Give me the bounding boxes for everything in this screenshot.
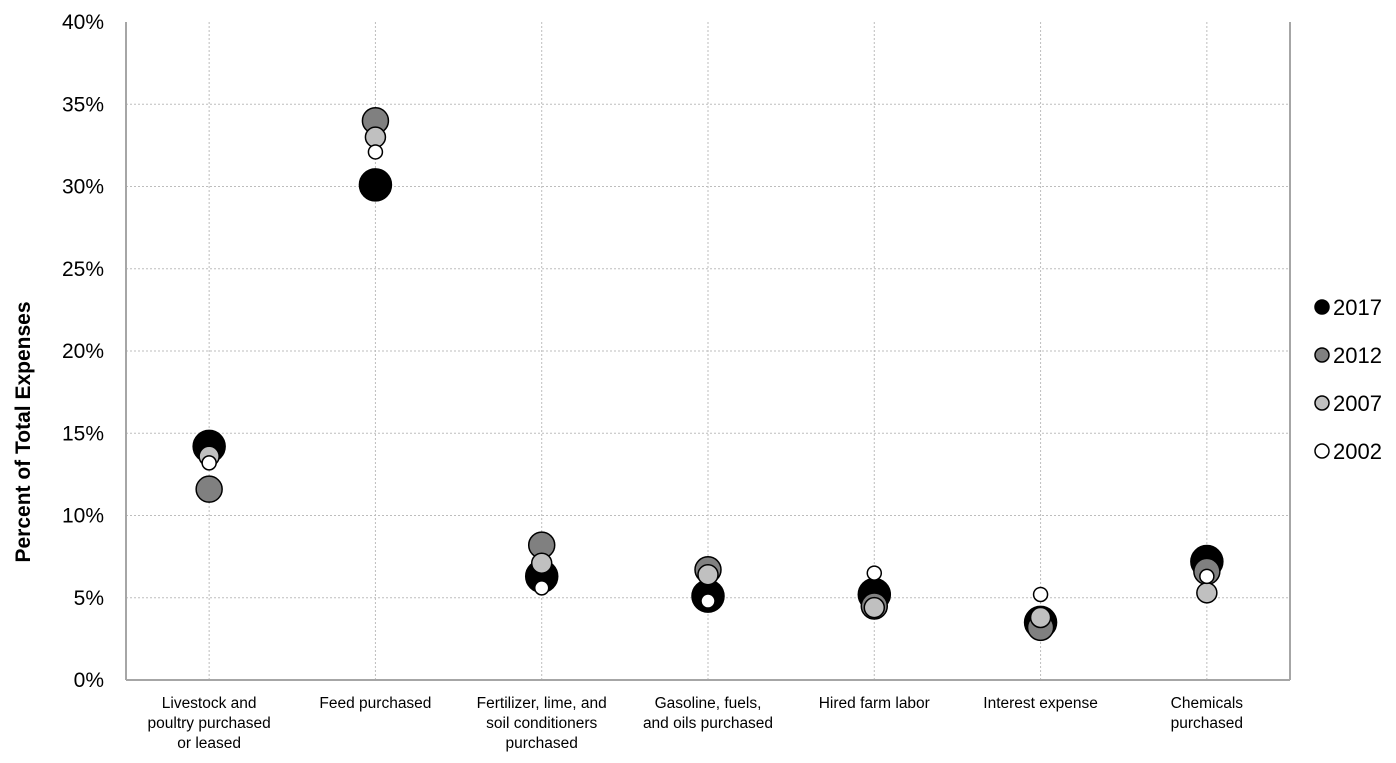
x-category-label-line: or leased [177,735,241,752]
data-point-2002 [1199,568,1215,585]
legend-marker [1314,443,1330,459]
x-category-label-line: Livestock and [162,695,257,712]
data-point-2002 [201,455,217,471]
data-point-2007 [1029,606,1052,629]
x-category-label-line: soil conditioners [486,715,597,732]
x-category-label-line: purchased [1171,715,1243,732]
data-point-2002 [866,565,883,581]
x-category-label: Fertilizer, lime, and soil conditioners pu… [477,695,607,752]
y-axis-label: Percent of Total Expenses [12,301,35,562]
data-point-2017 [358,168,393,202]
legend-marker [1314,347,1330,363]
legend-label: 2012 [1333,343,1382,368]
y-tick-label: 0% [74,669,104,692]
data-point-2007 [863,596,886,619]
plot-frame [125,22,1291,681]
x-category-label-line: purchased [506,735,578,752]
legend-label: 2017 [1333,295,1382,320]
x-category-label-line: Fertilizer, lime, and [477,695,607,712]
y-tick-label: 15% [62,422,104,445]
x-category-label-line: Hired farm labor [819,695,930,712]
x-category-label-line: and oils purchased [643,715,773,732]
legend-marker [1314,395,1330,411]
data-point-2007 [364,126,387,148]
x-category-label: Hired farm labor [819,695,930,712]
x-category-label-line: Chemicals [1171,695,1244,712]
y-axis-tick-labels: 0% 5% 10% 15% 20% 25% 30% 35% 40% [62,11,104,692]
data-point-2007 [697,563,719,586]
y-tick-label: 30% [62,176,104,199]
y-tick-label: 25% [62,258,104,281]
data-point-2002 [367,144,384,160]
x-axis-category-labels: Livestock and poultry purchased or leased F… [148,695,1244,752]
legend-label: 2002 [1333,439,1382,464]
data-point-2002 [700,593,716,609]
data-point-2007 [530,552,553,574]
data-point-2002 [533,580,550,596]
x-category-label: Chemicals purchased [1171,695,1244,732]
y-tick-label: 5% [74,587,104,610]
data-point-2012 [195,475,223,503]
legend-label: 2007 [1333,391,1382,416]
legend-marker [1314,299,1330,315]
x-category-label-line: poultry purchased [148,715,271,732]
x-category-label: Livestock and poultry purchased or leased [148,695,271,752]
data-point-2007 [1196,582,1218,604]
x-category-label: Interest expense [983,695,1098,712]
x-category-label-line: Feed purchased [319,695,431,712]
y-tick-label: 10% [62,505,104,528]
x-category-label-line: Interest expense [983,695,1098,712]
data-points [192,106,1224,642]
x-category-label: Feed purchased [319,695,431,712]
y-tick-label: 20% [62,340,104,363]
y-tick-label: 40% [62,11,104,34]
data-point-2002 [1032,586,1049,603]
x-category-label-line: Gasoline, fuels, [655,695,762,712]
x-category-label: Gasoline, fuels, and oils purchased [643,695,773,732]
y-tick-label: 35% [62,93,104,116]
legend: 2017 2012 2007 2002 [1314,295,1382,464]
